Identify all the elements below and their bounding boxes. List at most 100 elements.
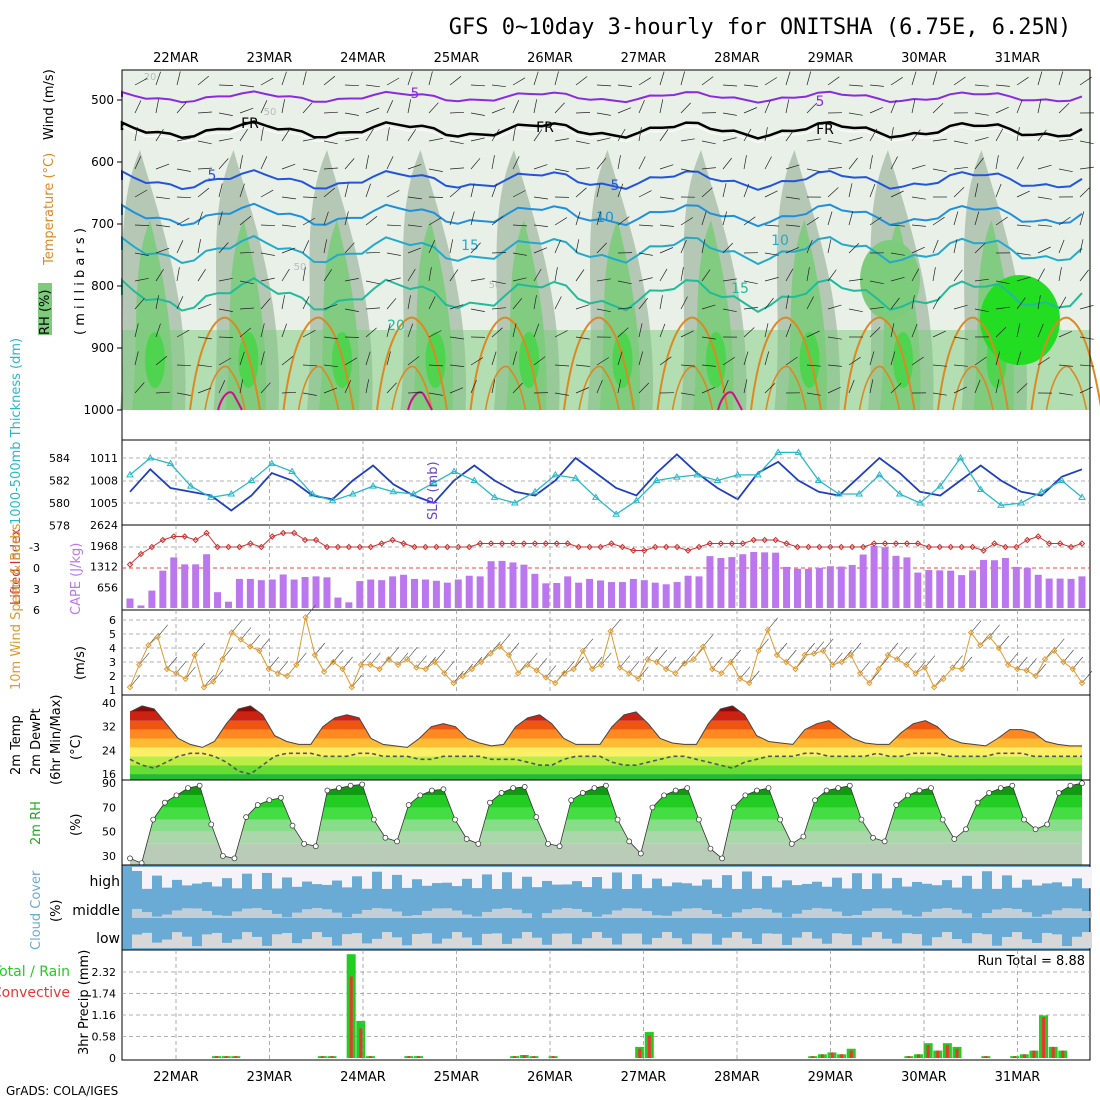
rh-point <box>359 781 366 788</box>
wind-barb <box>974 278 989 282</box>
li-tick-label: 6 <box>33 604 40 617</box>
rh-point <box>440 786 447 793</box>
wind-barb <box>932 71 938 86</box>
wind-barb <box>869 306 884 310</box>
cloud-mid-block <box>222 915 232 918</box>
cape-bar <box>673 582 681 608</box>
li-point <box>662 543 670 551</box>
thickness-point <box>146 454 155 461</box>
wind-barb <box>407 392 423 394</box>
wind-barb <box>416 655 427 668</box>
li-point <box>279 529 287 537</box>
wind-barb <box>176 217 190 226</box>
li-point <box>400 540 407 547</box>
wind-barb <box>281 323 287 338</box>
cloud-low-block <box>1082 932 1092 948</box>
thickness-point <box>875 470 884 478</box>
cape-bar <box>815 567 823 608</box>
wind-barb <box>1072 656 1083 670</box>
precip-convective-bar <box>926 1045 930 1058</box>
li-point <box>170 533 177 540</box>
wind-barb <box>952 655 963 668</box>
cloud-mid-block <box>472 916 482 918</box>
wind-speed-point <box>801 651 808 659</box>
wind-barb <box>527 652 538 665</box>
wind-barb <box>134 277 149 282</box>
wind-speed-point <box>1023 667 1030 674</box>
cloud-low-block <box>492 933 502 948</box>
wind-unit-label: (m/s) <box>73 646 88 680</box>
wind-barb <box>302 296 310 310</box>
cape-bar <box>148 590 156 608</box>
wind-barb <box>722 357 735 366</box>
wind-barb <box>203 675 215 688</box>
cloud-low-block <box>782 944 792 948</box>
cape-bar <box>1045 578 1053 608</box>
wind-barb <box>302 329 316 338</box>
cape-bar <box>859 554 867 608</box>
cloud-low-block <box>852 945 862 948</box>
cloud-high-block <box>162 867 172 888</box>
precip-convective-bar <box>1032 1050 1036 1058</box>
thickness-tick-label: 578 <box>49 520 70 533</box>
cloud-high-block <box>652 867 662 879</box>
wind-barb <box>617 84 632 87</box>
cloud-low-block <box>702 933 712 948</box>
wind-barb <box>785 356 798 366</box>
wind-barb <box>890 323 895 338</box>
wind-barb <box>785 323 792 338</box>
wind-barb <box>407 99 412 114</box>
wind-barb <box>701 387 715 394</box>
thickness-point <box>186 482 195 489</box>
cloud-mid-block <box>702 910 712 918</box>
wind-barb <box>911 129 921 142</box>
cloud-high-block <box>802 867 812 884</box>
cape-bar <box>290 579 298 608</box>
wind-barb <box>659 71 665 86</box>
rh-point <box>997 785 1004 791</box>
wind-barb <box>1016 99 1023 114</box>
wind-barb <box>344 278 359 282</box>
cloud-high-block <box>782 867 792 881</box>
cloud-low-block <box>1022 939 1032 948</box>
cloud-high-block <box>562 867 572 885</box>
wind-barb <box>656 649 668 663</box>
cloud-high-block <box>242 867 252 874</box>
wind-barb <box>449 239 454 254</box>
cloud-high-block <box>302 867 312 882</box>
date-label-top: 23MAR <box>247 51 293 66</box>
cape-bar <box>411 578 419 608</box>
precip-convective-bar <box>368 1056 372 1058</box>
wind-speed-point <box>348 683 356 691</box>
cape-bar <box>826 566 834 608</box>
cape-bar <box>301 577 309 608</box>
wind-barb <box>617 307 632 310</box>
wind-barb <box>591 656 603 670</box>
wind-barb <box>806 296 814 310</box>
pressure-tick-label: 700 <box>91 217 114 231</box>
cloud-low-block <box>752 944 762 948</box>
cloud-high-block <box>442 867 452 883</box>
wind-barb <box>573 656 584 670</box>
wind-barb <box>323 187 336 198</box>
cape-bar <box>575 582 583 608</box>
temp-contour-line <box>121 202 1083 228</box>
wind-barb <box>491 216 504 226</box>
temp-tick-label: 32 <box>102 721 116 734</box>
wind-barb <box>848 183 853 198</box>
wind-speed-point <box>625 669 633 677</box>
cloud-mid-block <box>832 911 842 918</box>
wind-barb <box>1016 252 1031 256</box>
wind-barb <box>386 127 390 142</box>
wind-barb <box>449 364 464 367</box>
cloud-low-block <box>962 943 972 948</box>
thickness-point <box>976 485 985 492</box>
date-gridlines <box>175 440 1018 1060</box>
wind-barb <box>281 163 296 170</box>
wind-speed-point <box>995 644 1003 652</box>
wind-speed-point <box>533 667 540 674</box>
wind-barb <box>453 670 464 684</box>
cloud-mid-block <box>262 910 272 918</box>
li-point <box>301 536 309 544</box>
